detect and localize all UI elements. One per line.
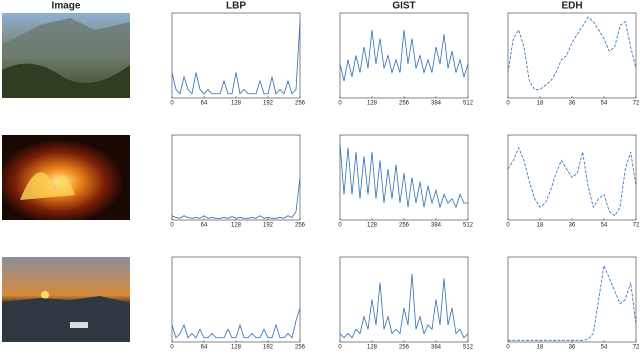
chart-title: GIST xyxy=(392,1,415,12)
x-tick-label: 256 xyxy=(399,101,410,107)
x-tick-label: 36 xyxy=(569,101,576,107)
x-tick-label: 128 xyxy=(231,223,242,229)
x-tick-label: 72 xyxy=(633,345,640,351)
x-tick-label: 0 xyxy=(506,101,510,107)
x-tick-label: 384 xyxy=(431,223,442,229)
x-tick-label: 128 xyxy=(231,345,242,351)
x-tick-label: 54 xyxy=(601,223,608,229)
x-tick-label: 64 xyxy=(201,223,208,229)
x-tick-label: 192 xyxy=(263,345,274,351)
series-line xyxy=(508,264,637,341)
plot-frame xyxy=(171,134,301,221)
x-tick-label: 128 xyxy=(231,101,242,107)
x-tick-label: 0 xyxy=(338,101,342,107)
series-line xyxy=(171,307,301,339)
x-tick-label: 256 xyxy=(295,345,306,351)
plot-frame xyxy=(507,12,637,99)
photo-fire xyxy=(2,135,130,220)
photo-sunset xyxy=(2,257,130,342)
x-tick-label: 64 xyxy=(201,345,208,351)
x-tick-label: 256 xyxy=(295,223,306,229)
x-tick-label: 0 xyxy=(506,223,510,229)
photo-mountain xyxy=(2,13,130,98)
plot-frame xyxy=(171,256,301,343)
x-tick-label: 512 xyxy=(463,345,474,351)
x-tick-label: 18 xyxy=(537,345,544,351)
x-tick-label: 0 xyxy=(506,345,510,351)
plot-frame xyxy=(339,12,469,99)
x-tick-label: 0 xyxy=(170,345,174,351)
x-tick-label: 0 xyxy=(338,223,342,229)
x-tick-label: 512 xyxy=(463,101,474,107)
x-tick-label: 72 xyxy=(633,223,640,229)
x-tick-label: 18 xyxy=(537,223,544,229)
x-tick-label: 36 xyxy=(569,345,576,351)
x-tick-label: 384 xyxy=(431,345,442,351)
chart-title: LBP xyxy=(226,1,246,12)
plot-frame xyxy=(507,256,637,343)
x-tick-label: 512 xyxy=(463,223,474,229)
series-line xyxy=(507,146,637,217)
x-tick-label: 72 xyxy=(633,101,640,107)
x-tick-label: 256 xyxy=(399,345,410,351)
x-tick-label: 128 xyxy=(367,223,378,229)
x-tick-label: 36 xyxy=(569,223,576,229)
x-tick-label: 192 xyxy=(263,223,274,229)
x-tick-label: 256 xyxy=(399,223,410,229)
x-tick-label: 128 xyxy=(367,345,378,351)
series-line xyxy=(171,177,301,219)
x-tick-label: 54 xyxy=(601,101,608,107)
plot-frame xyxy=(171,12,301,99)
x-tick-label: 0 xyxy=(170,223,174,229)
x-tick-label: 0 xyxy=(170,101,174,107)
x-tick-label: 192 xyxy=(263,101,274,107)
series-line xyxy=(339,273,469,339)
x-tick-label: 256 xyxy=(295,101,306,107)
x-tick-label: 384 xyxy=(431,101,442,107)
series-line xyxy=(339,143,468,209)
plot-frame xyxy=(339,256,469,343)
series-line xyxy=(171,21,301,95)
x-tick-label: 0 xyxy=(338,345,342,351)
x-tick-label: 54 xyxy=(601,345,608,351)
x-tick-label: 128 xyxy=(367,101,378,107)
image-column-title: Image xyxy=(52,1,81,12)
series-line xyxy=(507,16,637,90)
series-line xyxy=(339,29,469,82)
plot-frame xyxy=(339,134,469,221)
x-tick-label: 18 xyxy=(537,101,544,107)
chart-title: EDH xyxy=(561,1,582,12)
x-tick-label: 64 xyxy=(201,101,208,107)
